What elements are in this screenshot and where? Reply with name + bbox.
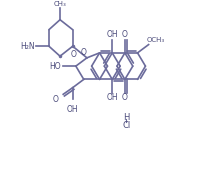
Text: CH₃: CH₃ <box>54 1 66 7</box>
Text: HO: HO <box>50 62 61 71</box>
Text: OCH₃: OCH₃ <box>147 37 165 44</box>
Text: O: O <box>122 93 128 102</box>
Text: O: O <box>52 95 58 104</box>
Text: O: O <box>71 50 76 59</box>
Text: OH: OH <box>106 93 118 102</box>
Text: O: O <box>122 30 128 39</box>
Text: O: O <box>81 48 87 57</box>
Text: H₂N: H₂N <box>20 42 35 51</box>
Text: Cl: Cl <box>122 121 131 130</box>
Text: OH: OH <box>106 30 118 39</box>
Text: OH: OH <box>67 105 78 114</box>
Text: H: H <box>123 113 130 122</box>
